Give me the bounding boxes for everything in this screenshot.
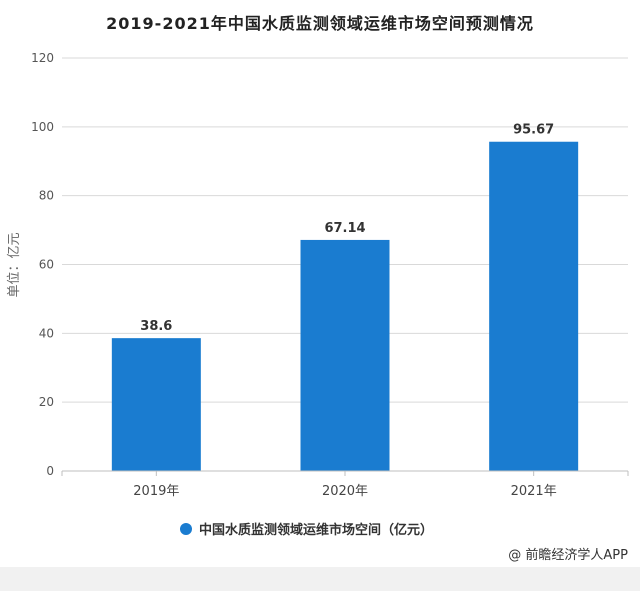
y-tick-label: 120 xyxy=(31,51,54,65)
y-tick-label: 20 xyxy=(39,395,54,409)
data-labels: 38.6 67.14 95.67 xyxy=(140,123,554,334)
x-tick-label: 2020年 xyxy=(322,484,368,499)
y-axis-ticks: 0 20 40 60 80 100 120 xyxy=(31,51,54,478)
y-axis-label: 单位：亿元 xyxy=(7,232,22,297)
y-tick-label: 40 xyxy=(39,326,54,340)
footer-bar xyxy=(0,567,640,591)
bar xyxy=(489,141,579,471)
chart-title: 2019-2021年中国水质监测领域运维市场空间预测情况 xyxy=(106,14,534,33)
bar xyxy=(111,338,201,471)
y-tick-label: 100 xyxy=(31,120,54,134)
data-label: 67.14 xyxy=(324,221,365,236)
y-tick-label: 0 xyxy=(46,464,54,478)
y-tick-label: 80 xyxy=(39,189,54,203)
y-tick-label: 60 xyxy=(39,258,54,272)
bars xyxy=(111,141,579,471)
x-axis-ticks: 2019年 2020年 2021年 xyxy=(61,471,629,499)
x-tick-label: 2019年 xyxy=(133,484,179,499)
data-label: 95.67 xyxy=(513,123,554,138)
data-label: 38.6 xyxy=(140,319,172,334)
source-note: @ 前瞻经济学人APP xyxy=(508,548,628,563)
legend[interactable]: 中国水质监测领域运维市场空间（亿元） xyxy=(180,522,433,538)
x-tick-label: 2021年 xyxy=(511,484,557,499)
bar xyxy=(300,239,390,471)
legend-marker xyxy=(180,523,192,535)
legend-label: 中国水质监测领域运维市场空间（亿元） xyxy=(199,522,433,538)
